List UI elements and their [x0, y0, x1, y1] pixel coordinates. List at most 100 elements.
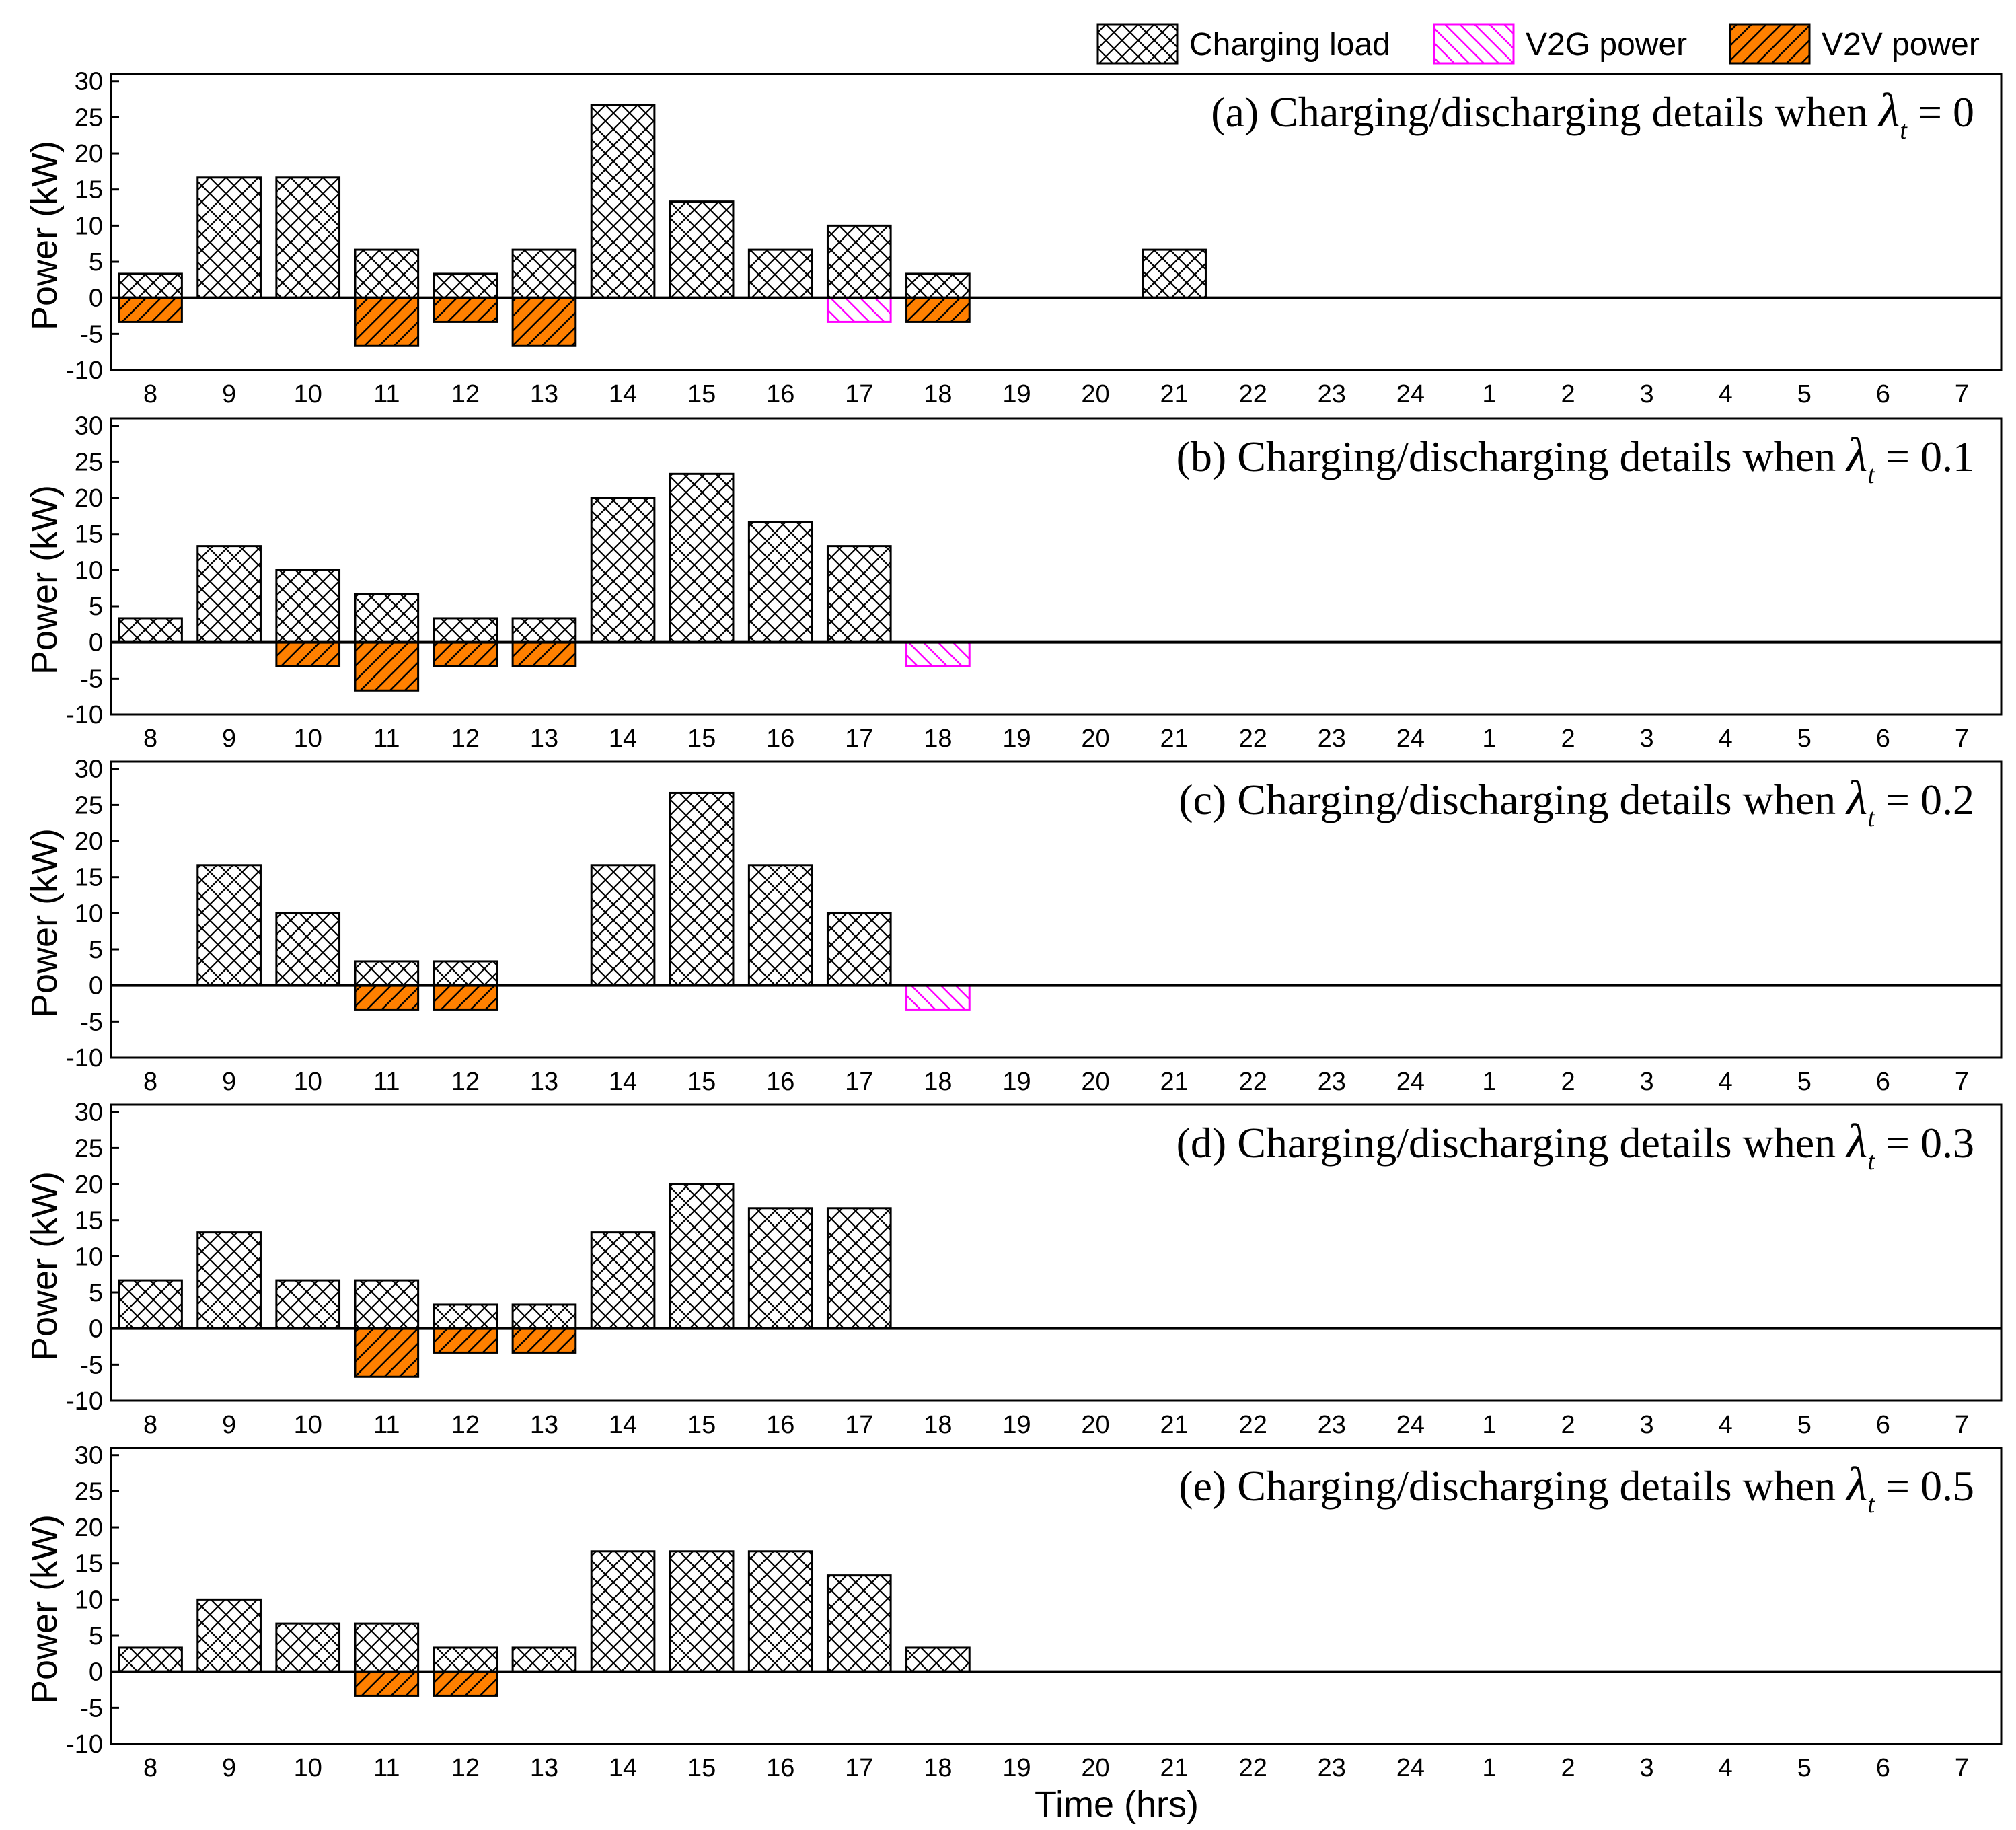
plot-frame	[110, 760, 2003, 1059]
y-tick-label: 20	[75, 828, 103, 856]
x-tick-label: 10	[294, 725, 322, 753]
x-tick-label: 7	[1955, 1068, 1969, 1096]
y-tick-label: -10	[66, 1730, 103, 1759]
x-tick-label: 19	[1002, 380, 1031, 408]
y-tick-label: 25	[75, 104, 103, 132]
bar-charging-load-15	[669, 200, 735, 299]
bar-charging-load-9	[196, 864, 262, 987]
x-tick-label: 22	[1239, 1411, 1267, 1439]
x-tick-label: 17	[845, 380, 873, 408]
x-tick-label: 23	[1318, 1754, 1346, 1782]
x-tick-label: 1	[1482, 1411, 1496, 1439]
bar-charging-load-16	[747, 1550, 813, 1673]
bar-charging-load-13	[511, 1303, 577, 1330]
bar-v2v-power-12	[433, 297, 498, 323]
legend-swatch-v2v-power	[1729, 23, 1811, 65]
x-tick-label: 15	[687, 380, 716, 408]
y-tick-label: 5	[89, 248, 103, 277]
x-tick-label: 20	[1081, 1754, 1109, 1782]
y-tick-label: -10	[66, 701, 103, 729]
bar-v2g-power-18	[905, 984, 971, 1011]
y-tick-label: 5	[89, 593, 103, 621]
x-tick-label: 6	[1876, 1411, 1890, 1439]
plot-frame	[110, 417, 2003, 716]
x-tick-label: 15	[687, 725, 716, 753]
x-tick-label: 13	[530, 1754, 558, 1782]
y-tick-label: 25	[75, 791, 103, 819]
x-tick-label: 7	[1955, 1754, 1969, 1782]
bar-charging-load-10	[275, 912, 341, 987]
y-tick-label: 20	[75, 140, 103, 168]
x-tick-label: 15	[687, 1411, 716, 1439]
x-tick-label: 19	[1002, 1068, 1031, 1096]
bar-charging-load-11	[354, 1622, 420, 1673]
x-tick-label: 19	[1002, 1411, 1031, 1439]
y-tick-label: 10	[75, 212, 103, 240]
bar-v2v-power-11	[354, 641, 420, 692]
y-tick-label: 10	[75, 1586, 103, 1614]
bar-charging-load-18	[905, 272, 971, 299]
legend-swatch-v2g-power	[1433, 23, 1515, 65]
x-tick-label: 13	[530, 380, 558, 408]
x-tick-label: 20	[1081, 725, 1109, 753]
x-tick-label: 22	[1239, 1754, 1267, 1782]
x-tick-label: 18	[924, 1411, 952, 1439]
y-tick-label: 0	[89, 285, 103, 313]
bar-charging-load-14	[590, 864, 656, 987]
x-tick-label: 24	[1396, 1411, 1425, 1439]
bar-charging-load-10	[275, 1279, 341, 1330]
y-axis-title: Power (kW)	[24, 485, 65, 675]
bar-charging-load-12	[433, 1303, 498, 1330]
bar-charging-load-11	[354, 593, 420, 644]
bar-v2v-power-13	[511, 641, 577, 667]
y-tick-label: -5	[80, 320, 103, 349]
y-tick-label: -10	[66, 1387, 103, 1416]
bar-charging-load-13	[511, 617, 577, 644]
bar-v2v-power-11	[354, 1671, 420, 1697]
bar-charging-load-10	[275, 176, 341, 299]
x-tick-label: 7	[1955, 380, 1969, 408]
x-tick-label: 5	[1797, 725, 1812, 753]
legend: Charging load V2G power V2V power	[1096, 23, 1980, 65]
y-tick-label: 25	[75, 1134, 103, 1163]
x-tick-label: 16	[766, 725, 794, 753]
x-tick-label: 20	[1081, 1411, 1109, 1439]
x-tick-label: 23	[1318, 725, 1346, 753]
x-tick-label: 22	[1239, 1068, 1267, 1096]
x-tick-label: 10	[294, 1411, 322, 1439]
x-tick-label: 4	[1719, 1068, 1733, 1096]
bar-charging-load-17	[826, 1207, 892, 1330]
x-tick-label: 20	[1081, 1068, 1109, 1096]
x-tick-label: 3	[1640, 725, 1654, 753]
x-tick-label: 14	[609, 380, 637, 408]
x-tick-label: 14	[609, 725, 637, 753]
bar-charging-load-12	[433, 960, 498, 987]
x-tick-label: 17	[845, 1411, 873, 1439]
y-tick-label: 30	[75, 756, 103, 784]
x-tick-label: 4	[1719, 1754, 1733, 1782]
bar-charging-load-18	[905, 1646, 971, 1673]
y-tick-label: 25	[75, 448, 103, 476]
y-tick-label: 15	[75, 176, 103, 205]
y-tick-label: 15	[75, 1207, 103, 1235]
panel-title: (a) Charging/discharging details when λt…	[1211, 83, 1974, 145]
bar-charging-load-16	[747, 521, 813, 644]
x-tick-label: 3	[1640, 1068, 1654, 1096]
bar-charging-load-15	[669, 1183, 735, 1330]
panel-title: (d) Charging/discharging details when λt…	[1177, 1114, 1974, 1175]
x-tick-label: 6	[1876, 1068, 1890, 1096]
x-tick-label: 12	[451, 1754, 480, 1782]
panel-title: (c) Charging/discharging details when λt…	[1179, 771, 1974, 832]
bar-charging-load-8	[118, 1646, 183, 1673]
x-tick-label: 12	[451, 380, 480, 408]
bar-charging-load-10	[275, 569, 341, 644]
bar-charging-load-15	[669, 1550, 735, 1673]
bar-v2v-power-11	[354, 1327, 420, 1378]
x-tick-label: 4	[1719, 725, 1733, 753]
legend-label-v2g-power: V2G power	[1526, 27, 1687, 63]
bar-charging-load-16	[747, 864, 813, 987]
x-tick-label: 21	[1160, 1068, 1188, 1096]
x-tick-label: 5	[1797, 1754, 1812, 1782]
